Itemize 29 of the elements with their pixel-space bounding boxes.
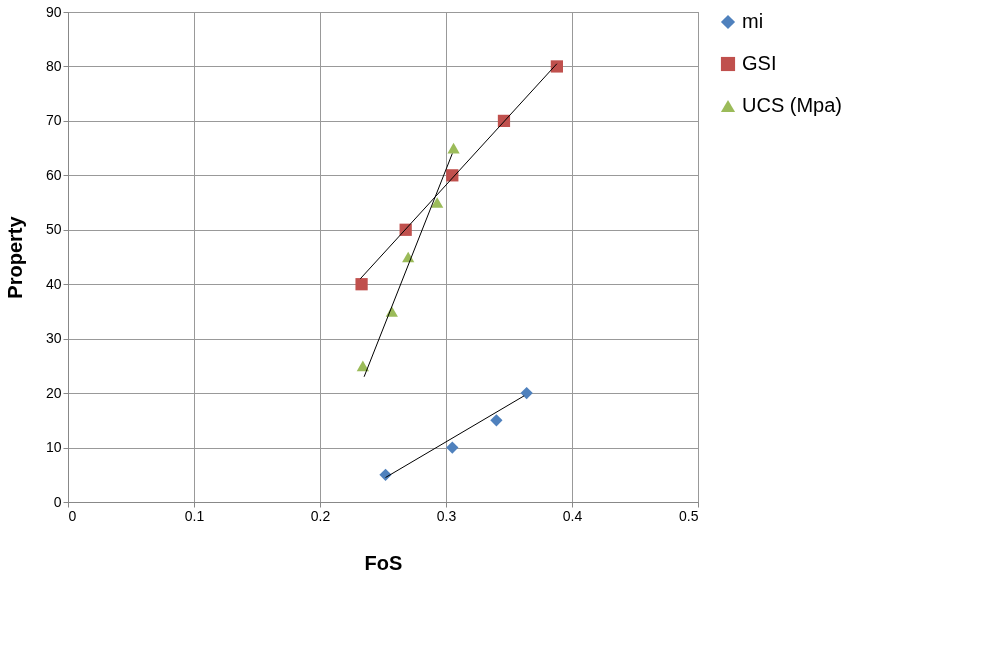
y-tick-label: 10 (45, 439, 62, 456)
y-tick-label: 60 (45, 166, 62, 183)
x-tick-label: 0.2 (310, 507, 331, 524)
legend-label: mi (742, 10, 764, 32)
y-axis-title: Property (3, 215, 26, 299)
y-tick-label: 90 (45, 3, 62, 20)
y-tick-label: 40 (45, 275, 62, 292)
point (447, 142, 460, 154)
point (446, 441, 459, 454)
x-tick-label: 0 (68, 507, 77, 524)
point (550, 60, 563, 73)
legend-label: GSI (742, 52, 777, 74)
y-tick-label: 30 (45, 330, 62, 347)
y-tick-label: 80 (45, 57, 62, 74)
x-axis-title: FoS (364, 551, 403, 574)
legend-label: UCS (Mpa) (742, 94, 843, 116)
x-tick-label: 0.1 (184, 507, 205, 524)
point (356, 360, 369, 372)
y-tick-label: 20 (45, 384, 62, 401)
y-tick-label: 50 (45, 221, 62, 238)
point (355, 278, 368, 291)
x-tick-label: 0.3 (436, 507, 457, 524)
point (490, 414, 503, 427)
x-tick-label: 0.4 (562, 507, 583, 524)
x-tick-label: 0.5 (679, 507, 699, 524)
y-tick-label: 0 (53, 493, 62, 510)
point (431, 197, 444, 208)
point (520, 386, 533, 400)
y-tick-label: 70 (45, 112, 62, 129)
